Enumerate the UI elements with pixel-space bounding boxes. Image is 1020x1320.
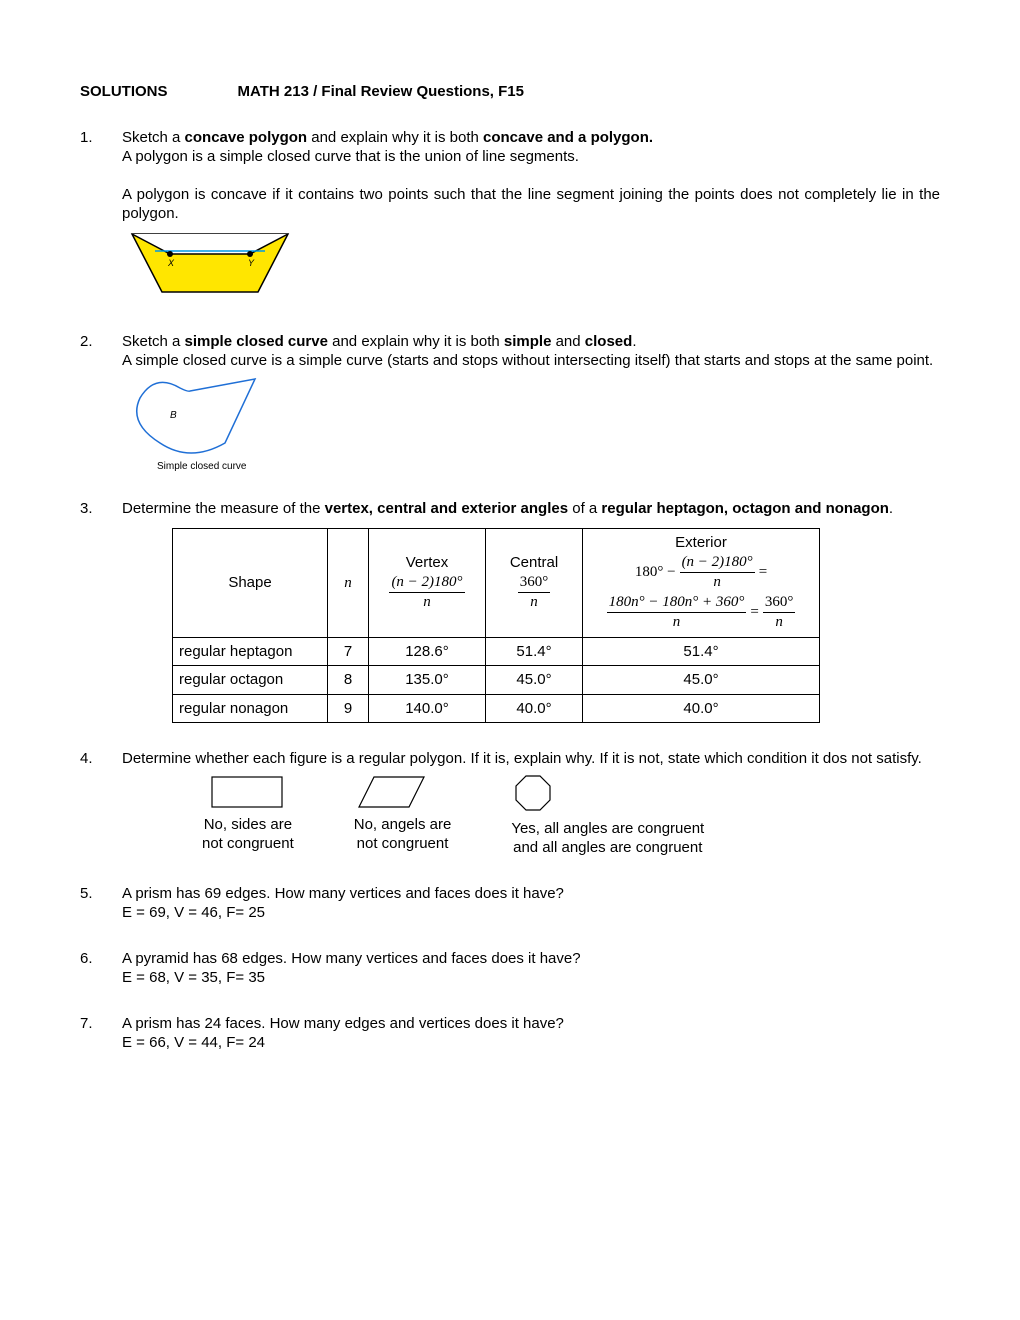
q2-line1: A simple closed curve is a simple curve …: [122, 351, 940, 371]
rectangle-icon: [202, 773, 292, 811]
q6-num: 6.: [80, 949, 122, 988]
svg-text:X: X: [167, 258, 175, 268]
q7-line1: A prism has 24 faces. How many edges and…: [122, 1014, 940, 1034]
question-1: 1. Sketch a concave polygon and explain …: [80, 128, 940, 306]
col-central: Central 360°n: [486, 529, 583, 638]
q5-line1: A prism has 69 edges. How many vertices …: [122, 884, 940, 904]
question-5: 5. A prism has 69 edges. How many vertic…: [80, 884, 940, 923]
q1-prompt: Sketch a concave polygon and explain why…: [122, 128, 940, 148]
question-2: 2. Sketch a simple closed curve and expl…: [80, 332, 940, 473]
shape-parallelogram: No, angels are not congruent: [354, 773, 452, 854]
svg-text:Y: Y: [248, 258, 255, 268]
q5-num: 5.: [80, 884, 122, 923]
q3-prompt: Determine the measure of the vertex, cen…: [122, 499, 940, 519]
angles-table: Shape n Vertex (n − 2)180°n Central 360°…: [172, 528, 820, 723]
q5-line2: E = 69, V = 46, F= 25: [122, 903, 940, 923]
question-3: 3. Determine the measure of the vertex, …: [80, 499, 940, 724]
q6-line1: A pyramid has 68 edges. How many vertice…: [122, 949, 940, 969]
table-row: regular heptagon 7 128.6° 51.4° 51.4°: [173, 637, 820, 666]
shape-octagon: Yes, all angles are congruent and all an…: [511, 773, 704, 858]
question-6: 6. A pyramid has 68 edges. How many vert…: [80, 949, 940, 988]
table-row: regular nonagon 9 140.0° 40.0° 40.0°: [173, 694, 820, 723]
col-vertex: Vertex (n − 2)180°n: [369, 529, 486, 638]
question-7: 7. A prism has 24 faces. How many edges …: [80, 1014, 940, 1053]
q2-num: 2.: [80, 332, 122, 473]
title-left: SOLUTIONS: [80, 83, 168, 100]
q4-prompt: Determine whether each figure is a regul…: [122, 749, 940, 769]
simple-closed-curve-icon: B: [120, 373, 270, 458]
q3-num: 3.: [80, 499, 122, 724]
q7-line2: E = 66, V = 44, F= 24: [122, 1033, 940, 1053]
q7-num: 7.: [80, 1014, 122, 1053]
shape-rectangle: No, sides are not congruent: [202, 773, 294, 854]
q4-num: 4.: [80, 749, 122, 858]
col-n: n: [328, 529, 369, 638]
col-exterior: Exterior 180° − (n − 2)180°n = 180n° − 1…: [583, 529, 820, 638]
concave-polygon-icon: X Y: [120, 226, 300, 306]
svg-text:B: B: [170, 410, 177, 421]
octagon-icon: [511, 773, 555, 815]
parallelogram-icon: [354, 773, 434, 811]
q6-line2: E = 68, V = 35, F= 35: [122, 968, 940, 988]
table-row: regular octagon 8 135.0° 45.0° 45.0°: [173, 666, 820, 695]
q1-num: 1.: [80, 128, 122, 306]
q2-prompt: Sketch a simple closed curve and explain…: [122, 332, 940, 352]
question-4: 4. Determine whether each figure is a re…: [80, 749, 940, 858]
q1-line2: A polygon is concave if it contains two …: [122, 185, 940, 224]
q1-line1: A polygon is a simple closed curve that …: [122, 147, 940, 167]
title-right: MATH 213 / Final Review Questions, F15: [238, 83, 524, 100]
q2-caption: Simple closed curve: [157, 460, 940, 473]
table-header-row: Shape n Vertex (n − 2)180°n Central 360°…: [173, 529, 820, 638]
page-title: SOLUTIONS MATH 213 / Final Review Questio…: [80, 82, 940, 102]
col-shape: Shape: [173, 529, 328, 638]
